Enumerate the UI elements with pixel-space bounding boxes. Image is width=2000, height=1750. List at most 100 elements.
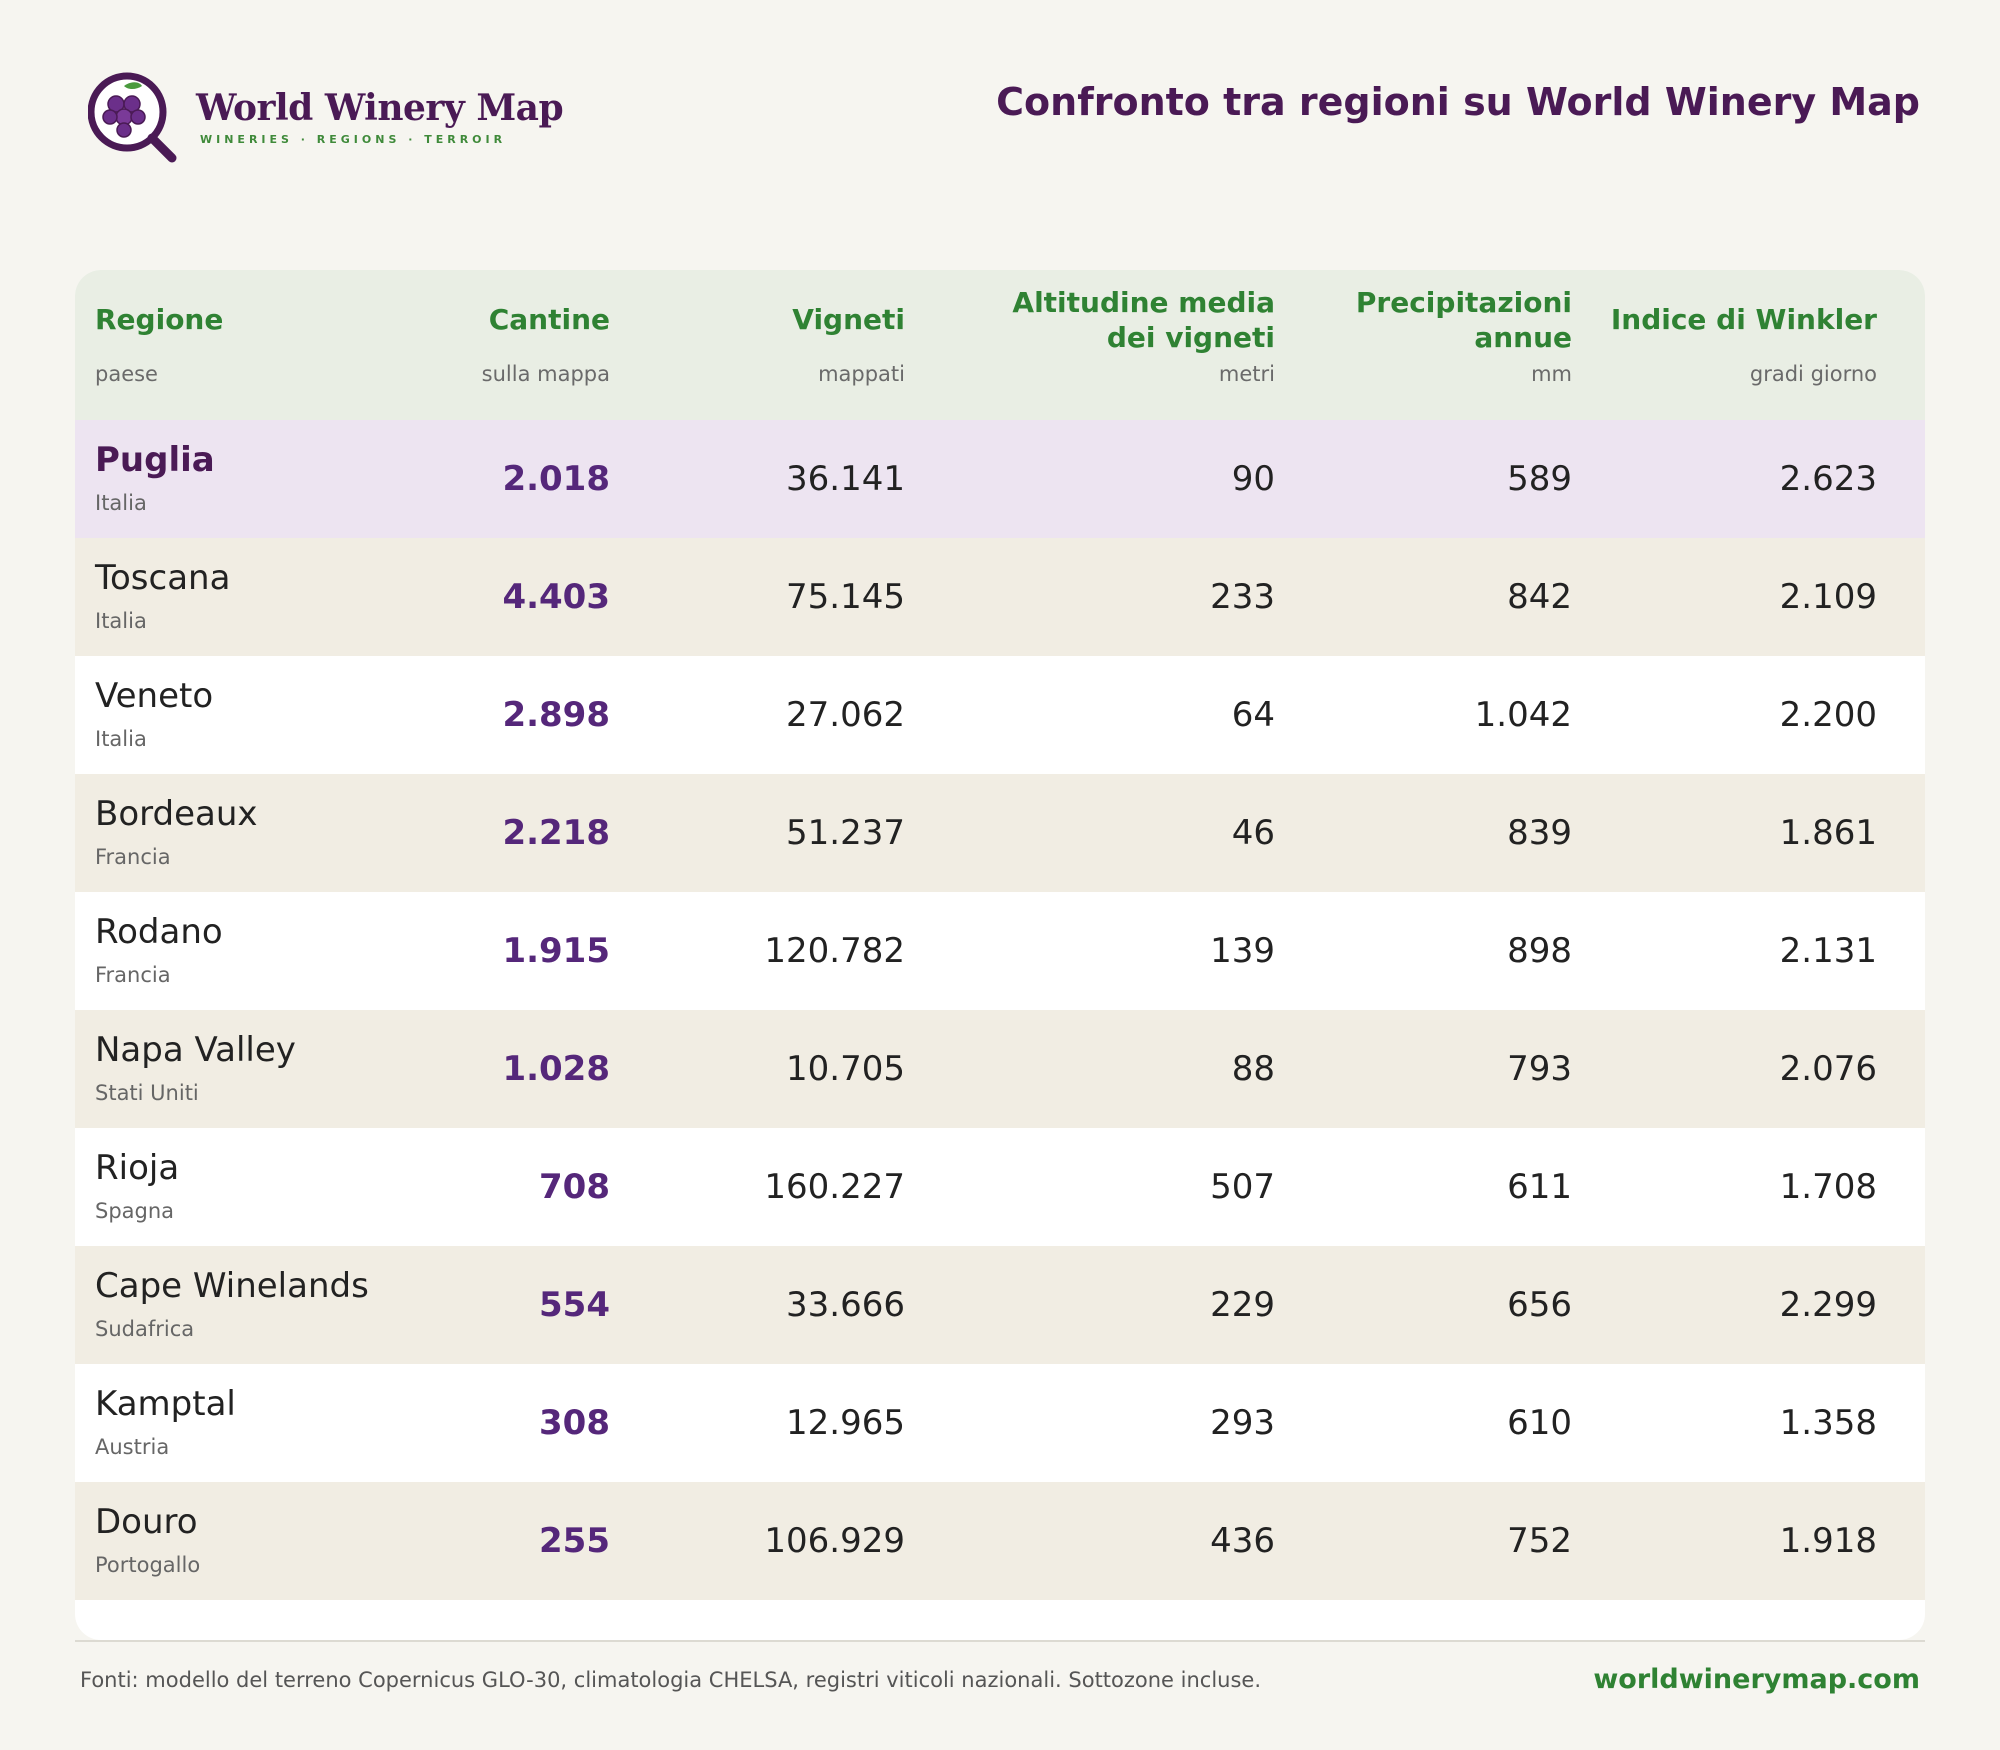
region-name: Toscana (95, 558, 231, 598)
site-link[interactable]: worldwinerymap.com (1593, 1664, 1920, 1695)
column-title: Cantine (488, 303, 610, 336)
cell-cantine: 1.028 (502, 1049, 610, 1089)
cell-altitudine: 46 (1231, 813, 1275, 853)
column-header-3: Altitudine media dei vigneti (1012, 285, 1275, 355)
cell-winkler: 1.918 (1779, 1521, 1877, 1561)
region-name: Rioja (95, 1148, 180, 1188)
column-unit: paese (95, 362, 158, 386)
cell-cantine: 554 (539, 1285, 610, 1325)
cell-winkler: 2.299 (1779, 1285, 1877, 1325)
sources-note: Fonti: modello del terreno Copernicus GL… (80, 1668, 1262, 1692)
cell-precipitazioni: 611 (1507, 1167, 1572, 1207)
region-country: Spagna (95, 1199, 175, 1223)
cell-cantine: 4.403 (502, 577, 610, 617)
region-name: Puglia (95, 440, 215, 480)
region-country: Francia (95, 845, 171, 869)
cell-precipitazioni: 589 (1507, 459, 1572, 499)
region-country: Portogallo (95, 1553, 201, 1577)
region-country: Italia (95, 727, 147, 751)
cell-vigneti: 33.666 (786, 1285, 905, 1325)
cell-altitudine: 507 (1210, 1167, 1275, 1207)
cell-cantine: 1.915 (502, 931, 610, 971)
cell-precipitazioni: 839 (1507, 813, 1572, 853)
table-row: Bordeaux Francia 2.218 51.237 46 839 1.861 (75, 774, 1925, 892)
cell-vigneti: 12.965 (786, 1403, 905, 1443)
region-country: Stati Uniti (95, 1081, 199, 1105)
cell-altitudine: 139 (1210, 931, 1275, 971)
cell-precipitazioni: 842 (1507, 577, 1572, 617)
table-row: Cape Winelands Sudafrica 554 33.666 229 656 2.… (75, 1246, 1925, 1364)
cell-vigneti: 106.929 (764, 1521, 905, 1561)
comparison-table: Regione paese Cantine sulla mappa Vigneti map… (75, 270, 1925, 1640)
cell-cantine: 2.018 (502, 459, 610, 499)
table-row: Kamptal Austria 308 12.965 293 610 1.358 (75, 1364, 1925, 1482)
footer-divider (75, 1640, 1925, 1642)
cell-winkler: 1.861 (1779, 813, 1877, 853)
column-title: Indice di Winkler (1610, 303, 1877, 336)
column-unit: metri (1218, 362, 1275, 386)
cell-vigneti: 51.237 (786, 813, 905, 853)
table-row: Toscana Italia 4.403 75.145 233 842 2.109 (75, 538, 1925, 656)
cell-vigneti: 27.062 (786, 695, 905, 735)
column-unit: mm (1531, 362, 1572, 386)
cell-winkler: 1.708 (1779, 1167, 1877, 1207)
cell-vigneti: 10.705 (786, 1049, 905, 1089)
column-title-line2: dei vigneti (1106, 321, 1275, 354)
region-name: Douro (95, 1502, 198, 1542)
cell-winkler: 2.200 (1779, 695, 1877, 735)
region-name: Veneto (95, 676, 214, 716)
cell-altitudine: 88 (1231, 1049, 1275, 1089)
cell-precipitazioni: 793 (1507, 1049, 1572, 1089)
region-country: Italia (95, 609, 147, 633)
table-row: Douro Portogallo 255 106.929 436 752 1.918 (75, 1482, 1925, 1600)
cell-altitudine: 90 (1231, 459, 1275, 499)
cell-cantine: 708 (539, 1167, 610, 1207)
region-name: Napa Valley (95, 1030, 296, 1070)
cell-winkler: 1.358 (1779, 1403, 1877, 1443)
region-name: Rodano (95, 912, 223, 952)
region-country: Francia (95, 963, 171, 987)
column-header-0: Regione (95, 302, 223, 337)
region-name: Cape Winelands (95, 1266, 369, 1306)
cell-altitudine: 293 (1210, 1403, 1275, 1443)
cell-vigneti: 120.782 (764, 931, 905, 971)
cell-winkler: 2.131 (1779, 931, 1877, 971)
cell-altitudine: 64 (1231, 695, 1275, 735)
column-header-2: Vigneti (792, 302, 905, 337)
table-row: Veneto Italia 2.898 27.062 64 1.042 2.200 (75, 656, 1925, 774)
table-row: Rioja Spagna 708 160.227 507 611 1.708 (75, 1128, 1925, 1246)
cell-vigneti: 75.145 (786, 577, 905, 617)
cell-altitudine: 436 (1210, 1521, 1275, 1561)
column-unit: sulla mappa (481, 362, 610, 386)
region-country: Austria (95, 1435, 170, 1459)
region-name: Kamptal (95, 1384, 236, 1424)
region-country: Sudafrica (95, 1317, 195, 1341)
column-title: Precipitazioni (1355, 286, 1572, 319)
cell-vigneti: 36.141 (786, 459, 905, 499)
column-header-5: Indice di Winkler (1611, 302, 1877, 337)
brand-name: World Winery Map (196, 87, 564, 129)
column-unit: mappati (818, 362, 905, 386)
column-title: Altitudine media (1012, 286, 1275, 319)
brand-tagline: WINERIES · REGIONS · TERROIR (200, 133, 507, 146)
cell-winkler: 2.623 (1779, 459, 1877, 499)
grape-magnifier-icon (88, 72, 177, 163)
table-row: Puglia Italia 2.018 36.141 90 589 2.623 (75, 420, 1925, 538)
cell-precipitazioni: 656 (1507, 1285, 1572, 1325)
cell-precipitazioni: 1.042 (1474, 695, 1572, 735)
page-title: Confronto tra regioni su World Winery Ma… (996, 80, 1920, 124)
cell-cantine: 2.218 (502, 813, 610, 853)
cell-precipitazioni: 610 (1507, 1403, 1572, 1443)
table-row: Rodano Francia 1.915 120.782 139 898 2.131 (75, 892, 1925, 1010)
column-title: Vigneti (792, 303, 905, 336)
cell-vigneti: 160.227 (764, 1167, 905, 1207)
region-country: Italia (95, 491, 147, 515)
cell-altitudine: 233 (1210, 577, 1275, 617)
cell-altitudine: 229 (1210, 1285, 1275, 1325)
cell-precipitazioni: 898 (1507, 931, 1572, 971)
table-header: Regione paese Cantine sulla mappa Vigneti map… (75, 270, 1925, 420)
cell-cantine: 308 (539, 1403, 610, 1443)
column-title-line2: annue (1474, 321, 1572, 354)
region-name: Bordeaux (95, 794, 258, 834)
cell-winkler: 2.076 (1779, 1049, 1877, 1089)
